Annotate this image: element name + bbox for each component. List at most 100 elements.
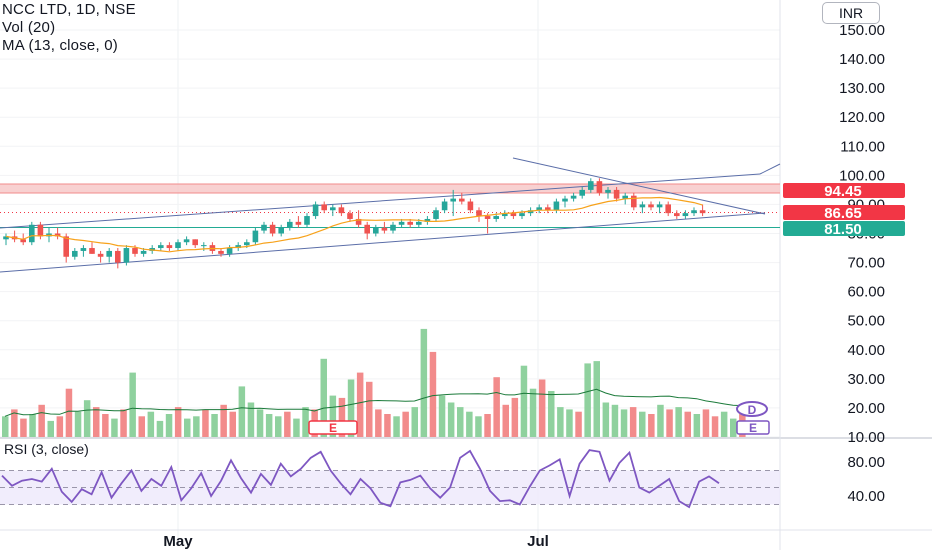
volume-bar [329,395,337,437]
candle-body [80,248,87,251]
candle-body [123,248,130,263]
candle-body [424,218,431,222]
price-tick-label: 40.00 [847,342,885,359]
volume-bar [657,404,664,437]
volume-bar [548,391,555,437]
candle-body [278,227,284,234]
volume-bar [347,379,355,437]
ma-legend: MA (13, close, 0) [2,37,118,54]
volume-bar [366,381,373,437]
earnings-marker-label: E [329,421,337,435]
candle-body [605,189,611,193]
candle-body [321,204,327,211]
volume-bar [229,411,236,437]
volume-bar [83,400,91,437]
rsi-tick-label: 80.00 [847,454,885,471]
price-tick-label: 130.00 [839,80,885,97]
candle-body [631,195,637,208]
volume-layer [2,328,746,437]
candle-body [235,245,241,249]
candle-body [648,204,654,208]
volume-bar [284,411,291,437]
volume-bar [557,407,564,437]
volume-bar [429,351,437,437]
axis-layer: 150.00140.00130.00120.00110.00100.0090.0… [163,22,905,550]
candle-body [433,210,439,219]
candle-body [407,221,413,225]
candle-body [72,250,78,257]
candle-body [553,201,560,211]
volume-bar [93,407,100,437]
volume-legend: Vol (20) [2,19,56,36]
upper-channel-line [0,173,761,229]
candle-body [20,239,26,243]
rsi-tick-label: 40.00 [847,488,885,505]
volume-bar [102,414,109,437]
volume-bar [393,416,400,437]
candle-body [691,210,697,214]
candle-body [502,213,508,217]
candle-body [106,250,112,257]
candle-body [459,198,465,202]
price-label-text: 81.50 [824,221,862,238]
candle-body [54,233,61,237]
candle-body [355,218,362,225]
volume-bar [566,409,573,437]
candle-body [519,213,525,217]
price-tick-label: 100.00 [839,167,885,184]
candle-body [89,248,95,254]
candle-body [338,207,345,214]
dividend-marker [736,401,768,417]
candle-body [390,224,396,231]
volume-bar [256,409,264,437]
volume-bar [120,409,127,437]
candle-body [158,245,164,249]
ma-line [5,196,703,253]
candle-body [312,204,319,217]
candle-body [467,201,474,211]
volume-bar [720,411,728,437]
candle-body [441,201,448,211]
earnings-marker [308,420,358,435]
volume-bar [447,402,455,437]
candle-body [175,242,181,249]
candle-body [295,221,302,225]
volume-bar [511,397,519,437]
support-resistance-bands [0,183,780,228]
volume-bar [384,414,391,437]
rsi-panel [0,449,780,509]
volume-bar [475,416,482,437]
volume-bar [584,363,591,437]
rsi-line [1,449,720,509]
volume-bar [147,411,155,437]
candle-body [330,207,336,211]
volume-bar [129,372,136,437]
candle-body [476,210,482,217]
candle-body [484,216,491,219]
volume-bar [438,395,446,437]
price-label-badge [783,221,905,236]
lower-channel-line [0,212,766,273]
candle-body [373,227,379,234]
candle-body [398,221,405,225]
descending-trendline [512,157,766,215]
candle-body [132,248,138,254]
volume-bar [520,365,528,437]
candle-body [416,221,422,225]
volume-bar [675,407,682,437]
currency-button[interactable]: INR [822,2,880,24]
volume-bar [356,372,364,437]
volume-bar [193,416,200,437]
volume-bar [247,402,255,437]
candle-body [536,207,542,211]
candle-body [682,213,689,217]
candle-body [699,210,706,214]
volume-bar [29,414,36,437]
candle-body [450,198,456,202]
volume-bar [411,407,418,437]
price-label-text: 94.45 [824,183,862,200]
volume-bar [65,388,73,437]
candle-body [613,189,620,199]
volume-bar [11,409,18,437]
